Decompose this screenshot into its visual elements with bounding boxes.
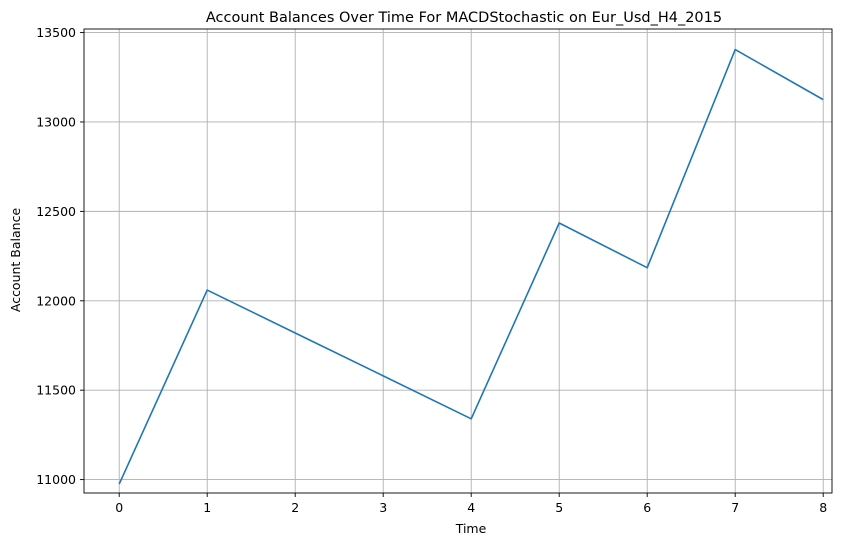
axes: 0 1 2 3 4 5 6 7 8 11000 11500 12000 12500 13000 13500 [36, 25, 833, 515]
chart-title: Account Balances Over Time For MACDStoch… [206, 10, 722, 26]
y-tick-label: 13000 [36, 114, 76, 129]
x-tick-label: 8 [819, 500, 827, 515]
x-tick-label: 7 [731, 500, 739, 515]
y-tick-label: 13500 [36, 25, 76, 40]
x-tick-label: 0 [115, 500, 123, 515]
x-tick-label: 1 [203, 500, 211, 515]
x-tick-label: 4 [467, 500, 475, 515]
y-tick-label: 11500 [36, 383, 76, 398]
x-tick-label: 2 [291, 500, 299, 515]
y-tick-label: 11000 [36, 472, 76, 487]
x-tick-label: 3 [379, 500, 387, 515]
plot-frame [83, 28, 833, 494]
x-tick-label: 5 [555, 500, 563, 515]
y-tick-label: 12000 [36, 293, 76, 308]
y-tick-label: 12500 [36, 204, 76, 219]
grid [84, 29, 832, 493]
series-layer [118, 48, 824, 485]
x-axis-label: Time [455, 521, 487, 536]
series-line [118, 48, 824, 485]
x-tick-label: 6 [643, 500, 651, 515]
y-axis-label: Account Balance [8, 208, 23, 313]
